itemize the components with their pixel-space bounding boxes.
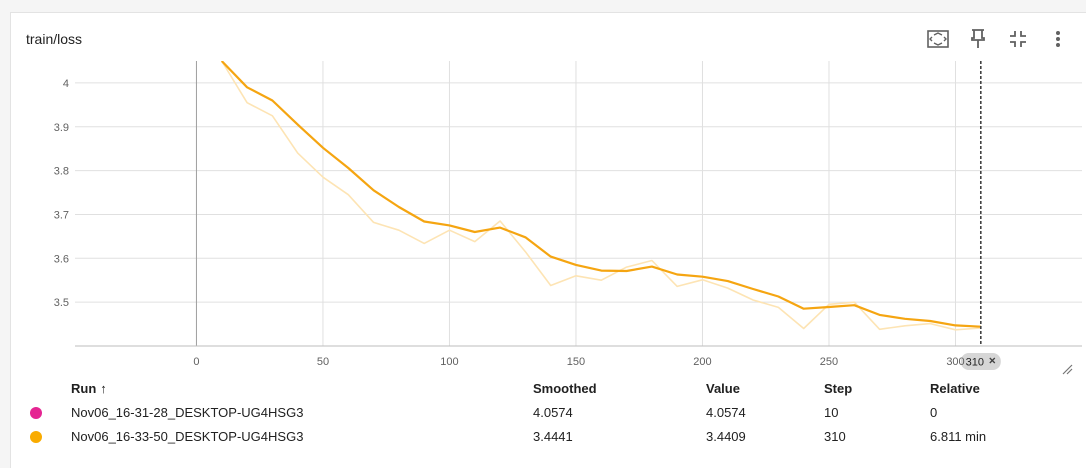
header-step[interactable]: Step (824, 381, 853, 396)
step-value: 10 (824, 405, 839, 420)
run-name: Nov06_16-31-28_DESKTOP-UG4HSG3 (71, 405, 304, 420)
fit-domain-button[interactable] (918, 25, 958, 53)
card-toolbar (918, 25, 1078, 53)
tick-labels: 3.5 3.6 3.7 3.8 3.9 4 0 50 100 150 200 250 300 (54, 78, 965, 368)
raw-value: 4.0574 (706, 405, 746, 420)
more-options-button[interactable] (1038, 25, 1078, 53)
cursor-step-label: 310 (966, 357, 984, 369)
x-tick-label: 150 (567, 356, 585, 368)
raw-series-line (221, 61, 981, 331)
step-value: 310 (824, 429, 846, 444)
table-header: Run ↑ Smoothed Value Step Relative (11, 381, 1086, 401)
x-tick-label: 50 (317, 356, 329, 368)
smoothed-value: 4.0574 (533, 405, 573, 420)
close-icon-stroke (989, 357, 996, 364)
fit-domain-icon (927, 30, 949, 48)
header-smoothed[interactable]: Smoothed (533, 381, 597, 396)
relative-value: 0 (930, 405, 938, 420)
y-tick-label: 3.7 (54, 209, 69, 221)
card-title: train/loss (26, 31, 83, 47)
more-vert-icon (1056, 31, 1060, 47)
header-run[interactable]: Run ↑ (71, 381, 107, 396)
run-name: Nov06_16-33-50_DESKTOP-UG4HSG3 (71, 429, 304, 444)
x-tick-label: 250 (820, 356, 838, 368)
y-tick-label: 3.9 (54, 122, 69, 134)
relative-value: 6.811 min (930, 429, 987, 444)
raw-value: 3.4409 (706, 429, 746, 444)
y-tick-label: 3.5 (54, 297, 69, 309)
y-tick-label: 3.8 (54, 166, 69, 178)
pin-icon (971, 29, 985, 48)
table-row: Nov06_16-33-50_DESKTOP-UG4HSG3 3.4441 3.… (11, 429, 1086, 451)
header-value[interactable]: Value (706, 381, 740, 396)
sort-arrow-icon: ↑ (100, 381, 107, 396)
resize-handle-icon[interactable] (1061, 363, 1073, 375)
table-row: Nov06_16-31-28_DESKTOP-UG4HSG3 4.0574 4.… (11, 405, 1086, 427)
cursor-badge-bg (960, 353, 1001, 370)
y-tick-label: 4 (63, 78, 69, 90)
run-color-dot (30, 407, 42, 419)
line-chart[interactable]: 310 3.5 3.6 3.7 3.8 3.9 4 0 50 100 150 200 250 300 (11, 13, 1086, 373)
close-icon (989, 357, 996, 364)
smoothed-value: 3.4441 (533, 429, 573, 444)
step-cursor-badge: 310 (960, 353, 1001, 370)
pin-button[interactable] (958, 25, 998, 53)
cursor-layer: 310 (960, 61, 1001, 370)
collapse-icon (1010, 31, 1026, 47)
x-tick-label: 0 (193, 356, 199, 368)
y-tick-label: 3.6 (54, 253, 69, 265)
header-relative[interactable]: Relative (930, 381, 980, 396)
x-tick-label: 200 (693, 356, 711, 368)
x-tick-label: 100 (440, 356, 458, 368)
scalar-card: train/loss (10, 12, 1086, 468)
x-tick-label: 300 (946, 356, 964, 368)
series-layer (220, 61, 981, 331)
run-color-dot (30, 431, 42, 443)
smoothed-series-line (220, 61, 981, 328)
collapse-button[interactable] (998, 25, 1038, 53)
grid (75, 61, 1082, 347)
